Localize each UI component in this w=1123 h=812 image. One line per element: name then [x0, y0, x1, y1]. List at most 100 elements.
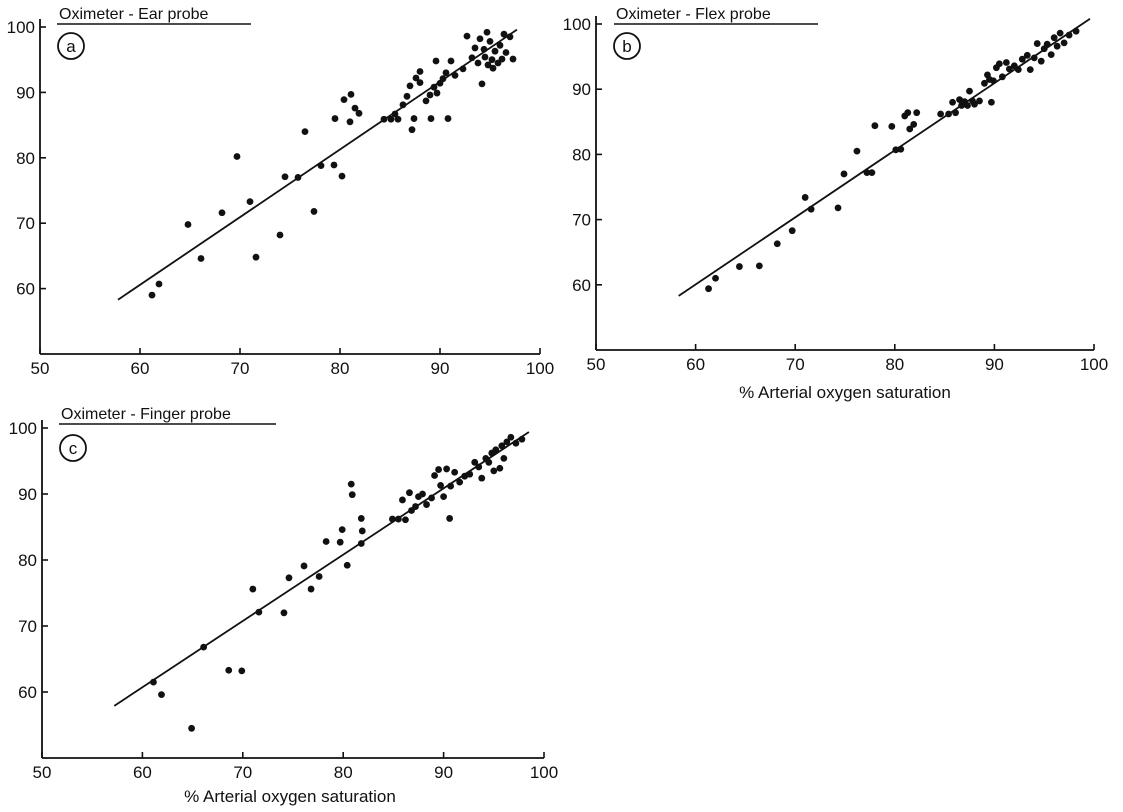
panel-a-data-point	[486, 37, 494, 45]
panel-c-y-tick-label: 90	[18, 485, 37, 504]
panel-c-data-point	[498, 442, 506, 450]
panel-a-data-point	[489, 64, 497, 72]
panel-a-data-point	[310, 208, 318, 215]
panel-a-y-tick-label: 60	[16, 280, 35, 299]
panel-b-data-point	[981, 79, 988, 87]
panel-a-data-point	[433, 89, 441, 97]
panel-c-finger-probe: Oximeter - Finger probe c 50 60 70 80 90 100 6…	[9, 406, 559, 806]
panel-c-letter: c	[69, 439, 78, 458]
panel-c-data-point	[188, 724, 195, 732]
panel-c-data-point	[431, 472, 438, 479]
panel-a-x-tick-label: 60	[131, 359, 150, 378]
panel-c-regression-line	[113, 431, 530, 707]
panel-a-data-point	[148, 291, 156, 299]
panel-a-data-point	[403, 92, 411, 100]
panel-c-x-tick-label: 80	[334, 763, 353, 782]
panel-b-data-point	[913, 109, 921, 117]
panel-a-data-point	[502, 49, 510, 56]
panel-a-regression-line	[117, 28, 518, 301]
panel-a-data-point	[330, 161, 338, 169]
panel-a-data-point	[481, 53, 489, 61]
panel-c-data-point	[435, 466, 442, 473]
panel-a-data-point	[463, 32, 471, 40]
panel-c-data-point	[158, 691, 165, 699]
panel-c-data-point	[451, 468, 459, 476]
panel-c-data-point	[225, 666, 233, 674]
panel-b-data-point	[834, 204, 842, 212]
panel-c-data-point	[492, 446, 500, 454]
panel-a-data-point	[347, 90, 355, 98]
panel-b-data-point	[712, 274, 719, 282]
panel-c-data-point	[490, 467, 498, 475]
panel-c-data-point	[399, 496, 406, 504]
panel-c-data-point	[249, 585, 257, 593]
panel-a-data-point	[408, 126, 416, 134]
panel-b-data-point	[801, 194, 809, 201]
panel-c-data-point	[419, 490, 426, 498]
panel-c-data-point	[456, 478, 464, 486]
panel-b-data-point	[871, 122, 879, 130]
panel-a-ear-probe: Oximeter - Ear probe a 50 60 70 80 90 100 60 70…	[7, 6, 555, 378]
panel-b-data-point	[937, 110, 945, 118]
panel-c-data-point	[437, 482, 444, 489]
panel-b-data-point	[971, 100, 978, 108]
panel-a-data-point	[432, 57, 440, 65]
panel-a-data-point	[474, 59, 482, 67]
panel-a-data-point	[496, 41, 504, 49]
panel-a-y-tick-label: 100	[7, 18, 35, 37]
panel-b-x-tick-label: 100	[1080, 355, 1108, 374]
panel-b-data-point	[1005, 65, 1013, 73]
panel-c-x-axis-title: % Arterial oxygen saturation	[184, 787, 396, 806]
panel-b-data-point	[1037, 57, 1045, 65]
panel-b-data-point	[1056, 29, 1064, 37]
panel-c-data-point	[358, 527, 366, 535]
panel-c-y-tick-label: 80	[18, 551, 37, 570]
panel-a-y-tick-label: 90	[16, 83, 35, 102]
panel-b-y-tick-label: 80	[572, 145, 591, 164]
panel-c-data-point	[440, 493, 447, 501]
panel-a-data-point	[416, 68, 424, 75]
panel-a-data-point	[346, 118, 354, 126]
panel-a-data-point	[406, 82, 414, 90]
panel-b-data-point	[736, 263, 743, 270]
panel-b-data-point	[840, 170, 848, 178]
panel-a-data-point	[410, 115, 418, 122]
panel-a-data-point	[338, 172, 346, 180]
panel-b-data-point	[755, 262, 763, 270]
panel-b-data-point	[966, 87, 973, 95]
panel-b-data-point	[949, 98, 956, 106]
panel-a-data-point	[422, 97, 430, 105]
panel-c-data-point	[423, 501, 430, 508]
panel-c-data-point	[478, 474, 486, 482]
panel-c-data-point	[507, 433, 515, 441]
panel-b-data-point	[910, 121, 918, 128]
panel-b-data-point	[868, 169, 876, 177]
panel-c-x-tick-label: 50	[33, 763, 52, 782]
panel-b-data-point	[853, 147, 861, 155]
panel-b-data-point	[976, 97, 983, 105]
panel-b-data-point	[1050, 34, 1058, 42]
panel-a-plot: 50 60 70 80 90 100 60 70 80 90 100	[7, 18, 555, 378]
panel-c-data-point	[406, 489, 413, 497]
panel-a-data-point	[246, 198, 254, 206]
panel-b-data-point	[1026, 66, 1034, 74]
panel-a-data-point	[331, 115, 339, 122]
panel-b-regression-line	[678, 18, 1091, 297]
panel-c-data-point	[443, 465, 451, 473]
panel-c-letter-circle	[59, 434, 87, 462]
panel-a-data-point	[233, 153, 241, 160]
panel-b-data-point	[904, 109, 912, 117]
panel-c-data-point	[496, 464, 504, 472]
panel-b-data-point	[906, 125, 914, 133]
panel-c-data-point	[428, 494, 435, 502]
panel-a-letter: a	[66, 37, 76, 56]
panel-c-data-point	[238, 667, 246, 675]
panel-c-data-point	[471, 458, 479, 466]
panel-a-data-point	[340, 96, 348, 103]
panel-a-data-point	[412, 74, 420, 82]
panel-b-data-point	[705, 285, 712, 293]
panel-b-data-point	[888, 122, 896, 130]
panel-b-data-point	[773, 240, 781, 248]
panel-b-data-point	[995, 60, 1003, 68]
panel-c-title: Oximeter - Finger probe	[61, 406, 231, 423]
